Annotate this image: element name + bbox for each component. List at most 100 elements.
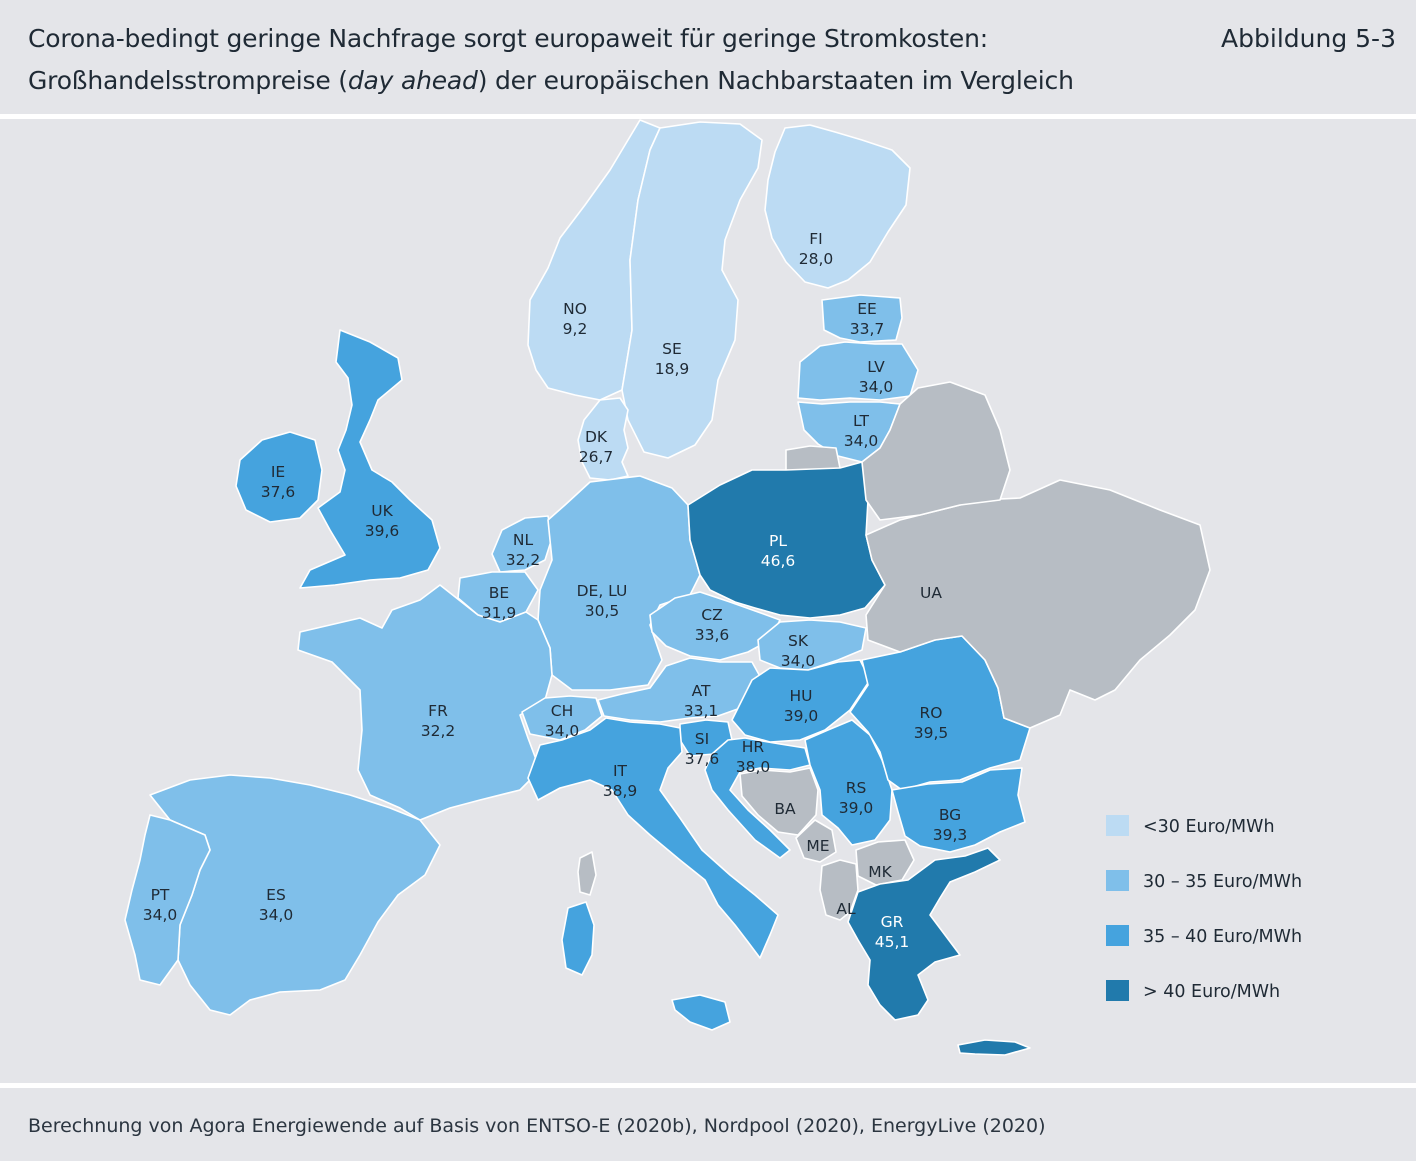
label-value-SI: 37,6 — [685, 750, 720, 768]
label-value-FI: 28,0 — [799, 250, 834, 268]
label-value-RO: 39,5 — [914, 724, 949, 742]
country-PT — [124, 814, 211, 986]
country-LV — [797, 341, 919, 401]
country-UK — [299, 329, 441, 589]
label-value-RS: 39,0 — [839, 799, 874, 817]
country-FI — [764, 124, 911, 289]
country-MK — [855, 839, 915, 886]
country-AL — [819, 859, 859, 921]
figure-header: Corona-bedingt geringe Nachfrage sorgt e… — [0, 0, 1416, 114]
label-code-NL: NL — [513, 531, 534, 549]
country-NL — [491, 515, 553, 573]
label-value-HR: 38,0 — [736, 758, 771, 776]
country-IT — [527, 717, 779, 959]
subtitle-part-2: ) der europäischen Nachbarstaaten im Ver… — [477, 66, 1074, 95]
label-value-PT: 34,0 — [143, 906, 178, 924]
label-code-PT: PT — [151, 886, 170, 904]
label-value-LT: 34,0 — [844, 432, 879, 450]
country-IE — [235, 431, 323, 523]
label-code-PL: PL — [769, 532, 787, 550]
country-SK — [757, 619, 867, 671]
label-code-UA: UA — [920, 584, 942, 602]
legend-swatch — [1106, 870, 1129, 891]
country-HR — [704, 737, 811, 859]
label-value-SK: 34,0 — [781, 652, 816, 670]
bottom-divider — [0, 1083, 1416, 1088]
label-code-HR: HR — [742, 738, 765, 756]
label-code-HU: HU — [789, 687, 812, 705]
label-value-LV: 34,0 — [859, 378, 894, 396]
label-value-NO: 9,2 — [563, 320, 588, 338]
legend-swatch — [1106, 980, 1129, 1001]
label-value-HU: 39,0 — [784, 707, 819, 725]
legend-label: 35 – 40 Euro/MWh — [1143, 927, 1302, 947]
label-value-IE: 37,6 — [261, 483, 296, 501]
subtitle-part-1: Großhandelsstrompreise ( — [28, 66, 348, 95]
country-EE — [821, 294, 903, 343]
island-sardinia — [561, 901, 595, 976]
source-note: Berechnung von Agora Energiewende auf Ba… — [28, 1115, 1046, 1137]
country-HU — [731, 659, 871, 743]
label-code-CZ: CZ — [701, 606, 722, 624]
label-value-BE: 31,9 — [482, 604, 517, 622]
label-code-CH: CH — [551, 702, 573, 720]
label-value-CZ: 33,6 — [695, 626, 730, 644]
label-value-GR: 45,1 — [875, 933, 910, 951]
label-value-EE: 33,7 — [850, 320, 885, 338]
island-corsica — [577, 851, 597, 896]
label-code-AL: AL — [836, 900, 856, 918]
label-value-NL: 32,2 — [506, 551, 541, 569]
label-code-SK: SK — [788, 632, 809, 650]
country-ME — [795, 819, 837, 863]
country-RS — [804, 719, 893, 846]
label-value-AT: 33,1 — [684, 702, 719, 720]
country-DK — [577, 397, 629, 481]
legend-label: > 40 Euro/MWh — [1143, 982, 1280, 1002]
country-labels: NO 9,2 SE 18,9 FI 28,0 DK 26,7 EE 33,7 LV 34,0 LT 34,… — [143, 230, 968, 951]
country-BA — [739, 767, 819, 836]
label-code-IE: IE — [271, 463, 285, 481]
label-value-PL: 46,6 — [761, 552, 796, 570]
legend-label: <30 Euro/MWh — [1143, 817, 1275, 837]
label-code-UK: UK — [371, 502, 393, 520]
label-value-ES: 34,0 — [259, 906, 294, 924]
country-BG — [891, 767, 1026, 853]
label-code-SI: SI — [695, 730, 709, 748]
label-code-GR: GR — [881, 913, 904, 931]
subtitle-italic: day ahead — [347, 66, 478, 95]
label-code-LV: LV — [867, 358, 885, 376]
map-legend: <30 Euro/MWh 30 – 35 Euro/MWh 35 – 40 Euro… — [1106, 815, 1302, 1002]
figure-subtitle: Großhandelsstrompreise (day ahead) der e… — [28, 66, 1074, 95]
label-code-FI: FI — [809, 230, 823, 248]
figure-title: Corona-bedingt geringe Nachfrage sorgt e… — [28, 24, 988, 53]
island-crete — [957, 1039, 1031, 1056]
label-value-SE: 18,9 — [655, 360, 690, 378]
label-value-IT: 38,9 — [603, 782, 638, 800]
label-code-BG: BG — [939, 806, 961, 824]
label-value-CH: 34,0 — [545, 722, 580, 740]
label-code-BA: BA — [774, 800, 796, 818]
island-sicily — [671, 994, 731, 1031]
label-code-FR: FR — [428, 702, 448, 720]
label-code-AT: AT — [692, 682, 711, 700]
legend-label: 30 – 35 Euro/MWh — [1143, 872, 1302, 892]
label-code-ES: ES — [266, 886, 286, 904]
label-code-SE: SE — [662, 340, 682, 358]
label-value-BG: 39,3 — [933, 826, 968, 844]
label-code-ME: ME — [806, 837, 829, 855]
label-code-IT: IT — [613, 762, 628, 780]
label-code-NO: NO — [563, 300, 587, 318]
label-code-BE: BE — [489, 584, 509, 602]
label-code-LT: LT — [853, 412, 870, 430]
legend-swatch — [1106, 815, 1129, 836]
country-ES — [149, 774, 441, 1016]
label-value-DELU: 30,5 — [585, 602, 620, 620]
legend-swatch — [1106, 925, 1129, 946]
label-value-UK: 39,6 — [365, 522, 400, 540]
label-value-FR: 32,2 — [421, 722, 456, 740]
label-code-DELU: DE, LU — [577, 582, 628, 600]
figure-number: Abbildung 5-3 — [1221, 24, 1396, 53]
label-code-DK: DK — [585, 428, 608, 446]
label-code-RO: RO — [920, 704, 943, 722]
country-shapes — [124, 119, 1211, 1056]
